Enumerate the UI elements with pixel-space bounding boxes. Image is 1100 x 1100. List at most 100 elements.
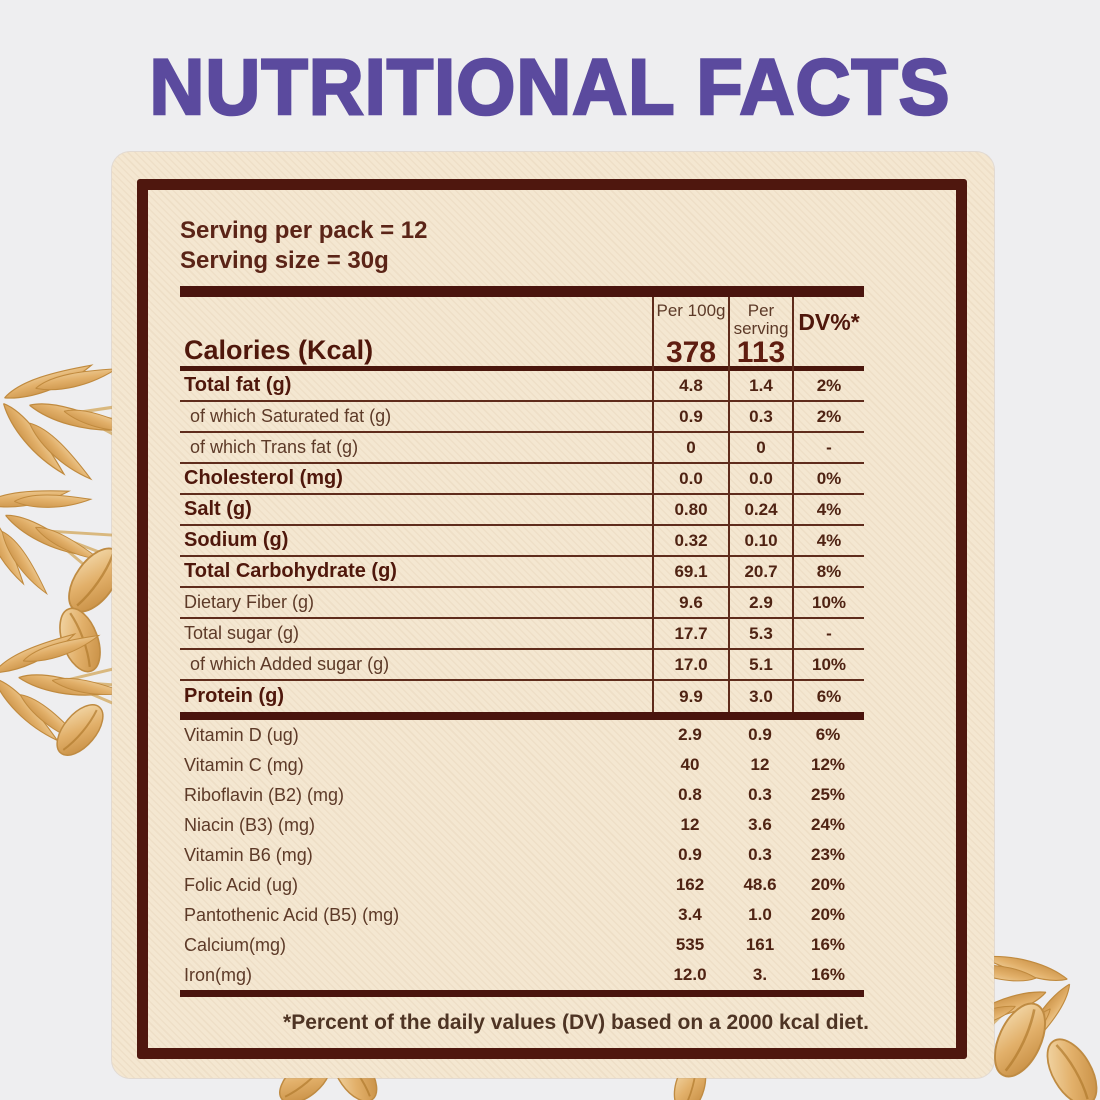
per-serving-value: 20.7	[728, 557, 792, 586]
dv-value: 6%	[815, 725, 841, 744]
nutrient-label: Folic Acid (ug)	[184, 874, 299, 895]
nutrient-label: Niacin (B3) (mg)	[184, 814, 316, 835]
dv-value: 23%	[810, 845, 846, 864]
nutrient-label: Protein (g)	[184, 685, 284, 707]
column-dv: DV%*	[792, 297, 864, 372]
calories-label: Calories (Kcal)	[184, 335, 374, 365]
dv-value: 2%	[792, 371, 864, 400]
per-serving-value: 0	[728, 433, 792, 462]
dv-value: 4%	[792, 495, 864, 524]
per-100g-value: 0.0	[652, 464, 728, 493]
nutrient-label: Iron(mg)	[184, 964, 253, 985]
per-serving-value: 1.4	[728, 371, 792, 400]
nutrient-row: Sodium (g) 0.32 0.10 4%	[180, 526, 864, 557]
calories-per-100g: 378	[665, 336, 717, 369]
nutrient-label: of which Added sugar (g)	[190, 654, 390, 674]
nutrient-row: Pantothenic Acid (B5) (mg) 3.4 1.0 20%	[180, 900, 864, 930]
column-header-dv: DV%*	[798, 309, 860, 335]
nutrient-row: Total fat (g) 4.8 1.4 2%	[180, 371, 864, 402]
per-100g-value: 12	[680, 815, 700, 834]
per-serving-value: 48.6	[743, 875, 777, 894]
dv-value: 0%	[792, 464, 864, 493]
per-100g-value: 12.0	[673, 965, 707, 984]
per-serving-value: 3.6	[748, 815, 772, 834]
per-100g-value: 0.32	[652, 526, 728, 555]
per-100g-value: 69.1	[652, 557, 728, 586]
nutrient-row: Vitamin B6 (mg) 0.9 0.3 23%	[180, 840, 864, 870]
dv-value: 24%	[810, 815, 846, 834]
nutrient-label: Sodium (g)	[184, 529, 289, 551]
per-100g-value: 17.0	[652, 650, 728, 679]
nutrient-row: Iron(mg) 12.0 3. 16%	[180, 960, 864, 990]
dv-footnote: *Percent of the daily values (DV) based …	[283, 1011, 869, 1034]
table-section-divider	[180, 712, 864, 720]
per-100g-value: 4.8	[652, 371, 728, 400]
per-100g-value: 40	[680, 755, 700, 774]
per-serving-value: 161	[745, 935, 775, 954]
column-per-100g: Per 100g 378	[652, 297, 728, 372]
nutrient-label: Total sugar (g)	[184, 623, 300, 643]
table-bottom-bar	[180, 990, 864, 997]
nutrient-label: Riboflavin (B2) (mg)	[184, 784, 345, 805]
nutrient-label: Pantothenic Acid (B5) (mg)	[184, 904, 400, 925]
per-serving-value: 3.0	[728, 681, 792, 712]
dv-value: 16%	[810, 935, 846, 954]
dv-value: 10%	[792, 588, 864, 617]
nutrient-row: Niacin (B3) (mg) 12 3.6 24%	[180, 810, 864, 840]
dv-value: 6%	[792, 681, 864, 712]
dv-value: 16%	[810, 965, 846, 984]
dv-value: 12%	[810, 755, 846, 774]
nutrient-label: Vitamin B6 (mg)	[184, 844, 313, 865]
per-100g-value: 9.6	[652, 588, 728, 617]
nutrient-label: of which Trans fat (g)	[190, 437, 359, 457]
per-100g-value: 0.9	[678, 845, 702, 864]
per-serving-value: 2.9	[728, 588, 792, 617]
per-serving-value: 5.3	[728, 619, 792, 648]
per-serving-value: 0.3	[728, 402, 792, 431]
dv-value: 4%	[792, 526, 864, 555]
per-serving-value: 12	[750, 755, 770, 774]
nutrient-row: Vitamin C (mg) 40 12 12%	[180, 750, 864, 780]
per-100g-value: 9.9	[652, 681, 728, 712]
per-serving-value: 0.3	[748, 845, 772, 864]
per-100g-value: 0.80	[652, 495, 728, 524]
nutrient-label: Total Carbohydrate (g)	[184, 560, 397, 582]
nutrient-label: Vitamin C (mg)	[184, 754, 304, 775]
nutrient-label: Salt (g)	[184, 498, 252, 520]
dv-value: -	[792, 433, 864, 462]
nutrient-row: of which Saturated fat (g) 0.9 0.3 2%	[180, 402, 864, 433]
nutrient-row: Calcium(mg) 535 161 16%	[180, 930, 864, 960]
dv-value: -	[792, 619, 864, 648]
micronutrient-rows: Vitamin D (ug) 2.9 0.9 6% Vitamin C (mg) 40 12…	[180, 720, 864, 990]
serving-info: Serving per pack = 12 Serving size = 30g	[180, 216, 956, 276]
nutrient-label: Total fat (g)	[184, 374, 292, 396]
per-100g-value: 0.9	[652, 402, 728, 431]
column-header-per-serving: Per serving	[733, 301, 789, 338]
dv-value: 8%	[792, 557, 864, 586]
nutrient-row: Total Carbohydrate (g) 69.1 20.7 8%	[180, 557, 864, 588]
per-100g-value: 162	[675, 875, 705, 894]
nutrition-table: Calories (Kcal) Per 100g 378 Per serving…	[180, 286, 864, 997]
per-serving-value: 0.9	[748, 725, 772, 744]
per-100g-value: 0	[652, 433, 728, 462]
per-100g-value: 3.4	[678, 905, 702, 924]
per-serving-value: 0.3	[748, 785, 772, 804]
table-top-bar	[180, 286, 864, 297]
nutrient-label: of which Saturated fat (g)	[190, 406, 392, 426]
nutrient-label: Calcium(mg)	[184, 934, 287, 955]
nutrient-row: of which Added sugar (g) 17.0 5.1 10%	[180, 650, 864, 681]
nutrient-row: Folic Acid (ug) 162 48.6 20%	[180, 870, 864, 900]
card-border: Serving per pack = 12 Serving size = 30g…	[137, 179, 967, 1059]
per-100g-value: 535	[675, 935, 705, 954]
macronutrient-rows: Total fat (g) 4.8 1.4 2% of which Saturated …	[180, 371, 864, 712]
per-100g-value: 2.9	[678, 725, 702, 744]
nutrient-row: Salt (g) 0.80 0.24 4%	[180, 495, 864, 526]
per-100g-value: 0.8	[678, 785, 702, 804]
column-header-per-100g: Per 100g	[656, 301, 726, 320]
per-serving-value: 3.	[752, 965, 768, 984]
per-serving-value: 0.0	[728, 464, 792, 493]
column-per-serving: Per serving 113	[728, 297, 792, 372]
dv-value: 25%	[810, 785, 846, 804]
nutrient-label: Dietary Fiber (g)	[184, 592, 315, 612]
